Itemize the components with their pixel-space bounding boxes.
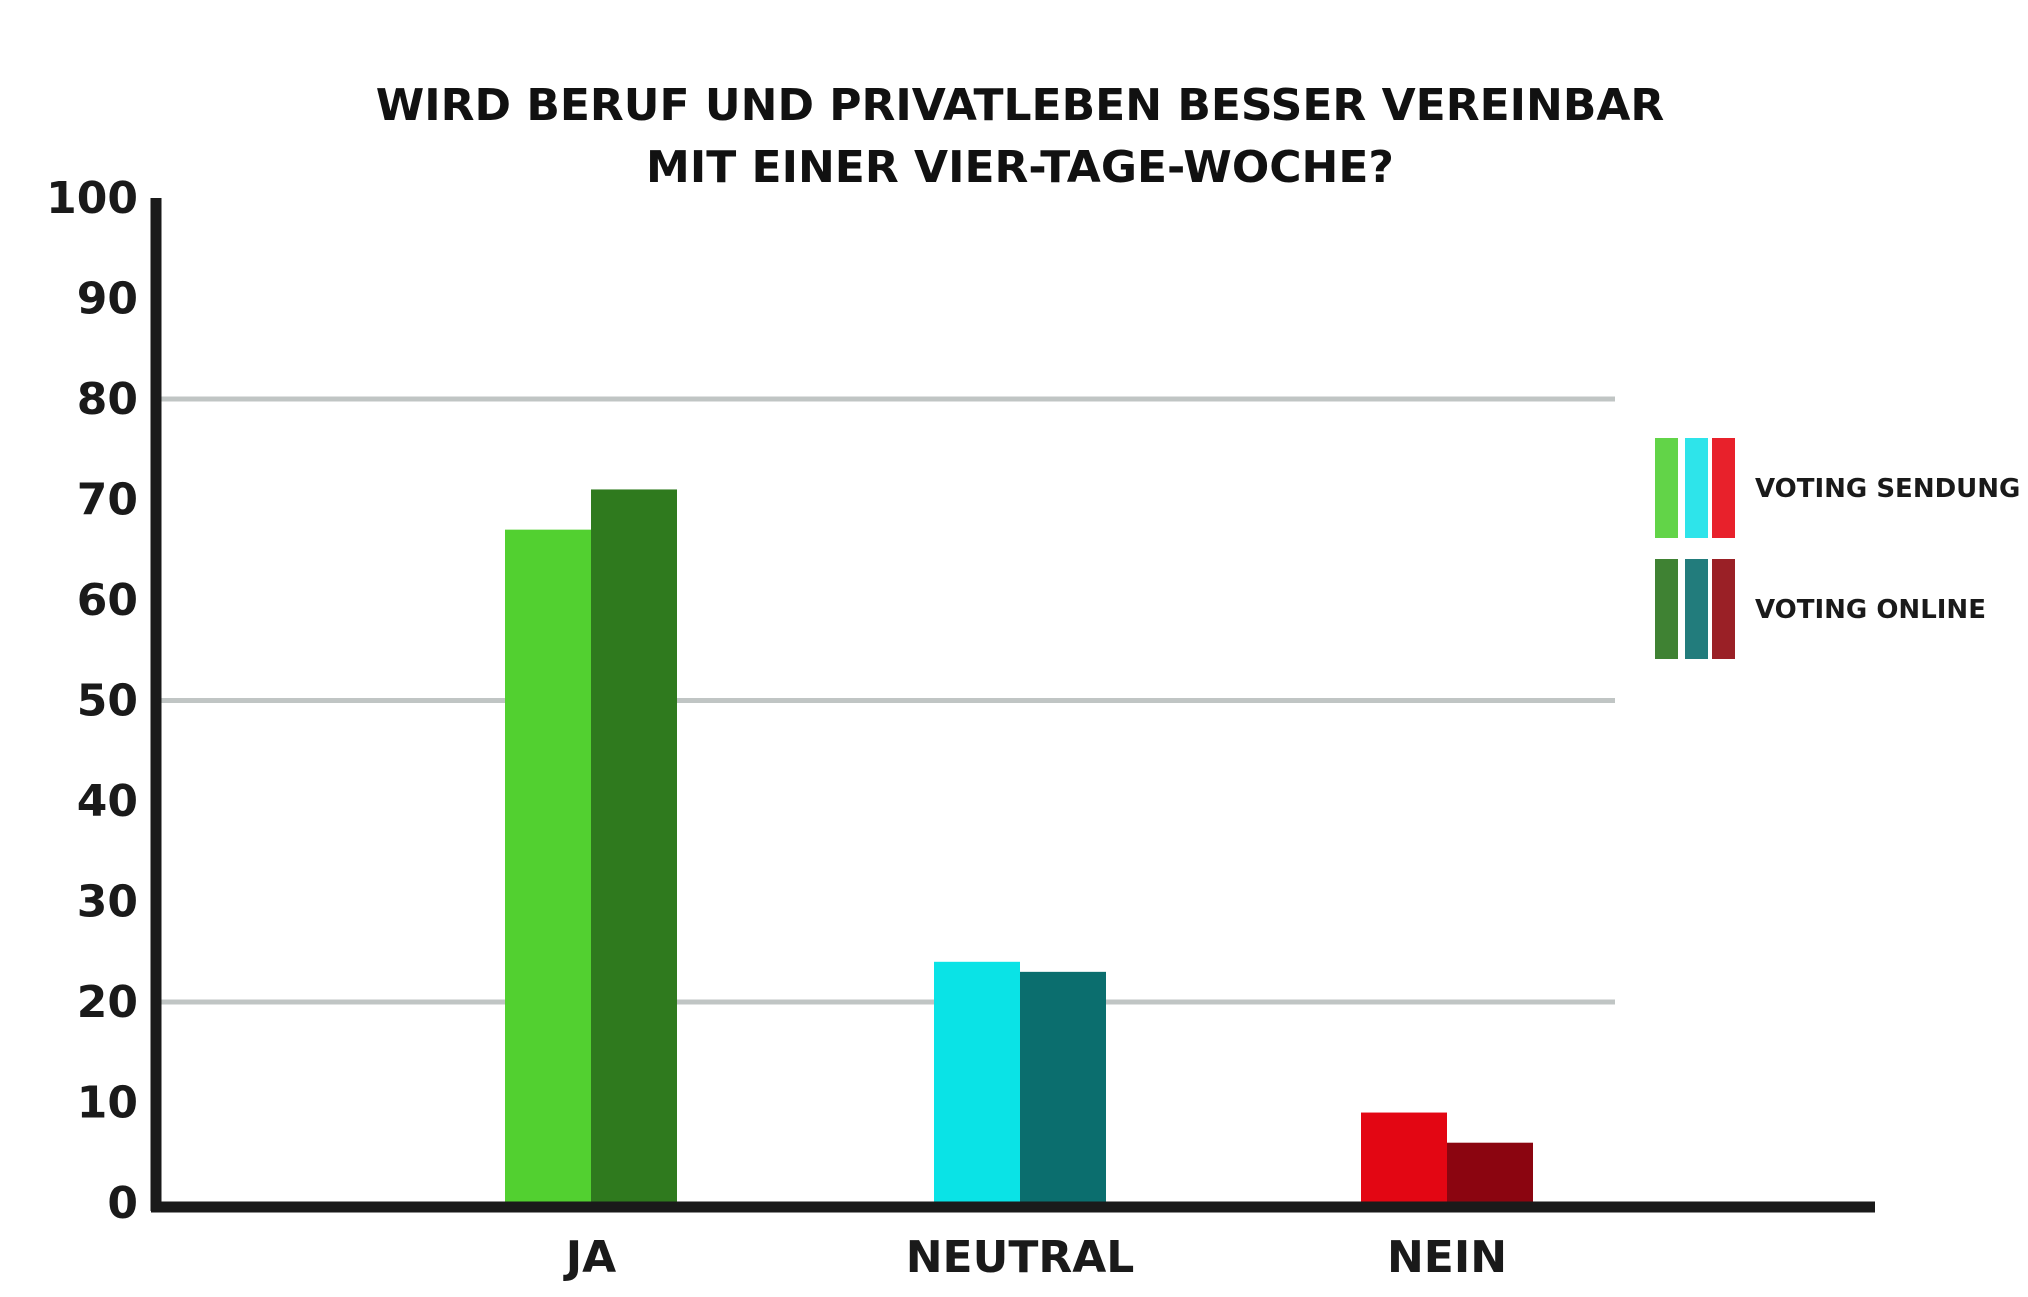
y-tick-label-90: 90 [77, 274, 138, 325]
bar-neutral-voting-sendung [934, 961, 1020, 1203]
x-tick-label-ja: JA [563, 1232, 616, 1283]
bar-neutral-voting-online [1020, 971, 1106, 1203]
y-tick-label-70: 70 [77, 475, 138, 526]
y-tick-label-30: 30 [77, 877, 138, 928]
chart-title-line-1: WIRD BERUF UND PRIVATLEBEN BESSER VEREIN… [376, 80, 1665, 131]
y-tick-label-10: 10 [77, 1078, 138, 1129]
y-tick-label-40: 40 [77, 776, 138, 827]
bar-ja-voting-sendung [505, 529, 591, 1203]
legend-label-voting-sendung: VOTING SENDUNG [1755, 474, 2020, 504]
y-tick-label-0: 0 [107, 1178, 138, 1229]
bar-nein-voting-online [1447, 1142, 1533, 1203]
legend-swatch-2-2 [1685, 559, 1708, 659]
y-tick-label-60: 60 [77, 575, 138, 626]
legend-swatch-1-1 [1655, 438, 1678, 538]
y-tick-label-20: 20 [77, 977, 138, 1028]
x-tick-label-nein: NEIN [1387, 1232, 1507, 1283]
y-tick-label-50: 50 [77, 676, 138, 727]
y-tick-label-100: 100 [46, 173, 138, 224]
x-tick-label-neutral: NEUTRAL [906, 1232, 1135, 1283]
legend-swatch-1-3 [1712, 438, 1735, 538]
bar-nein-voting-sendung [1361, 1112, 1447, 1203]
legend-swatch-2-3 [1712, 559, 1735, 659]
legend-label-voting-online: VOTING ONLINE [1755, 595, 1986, 625]
bar-ja-voting-online [591, 489, 677, 1203]
y-tick-label-80: 80 [77, 374, 138, 425]
legend-swatch-1-2 [1685, 438, 1708, 538]
legend-swatch-2-1 [1655, 559, 1678, 659]
chart-title-line-2: MIT EINER VIER-TAGE-WOCHE? [646, 142, 1394, 193]
